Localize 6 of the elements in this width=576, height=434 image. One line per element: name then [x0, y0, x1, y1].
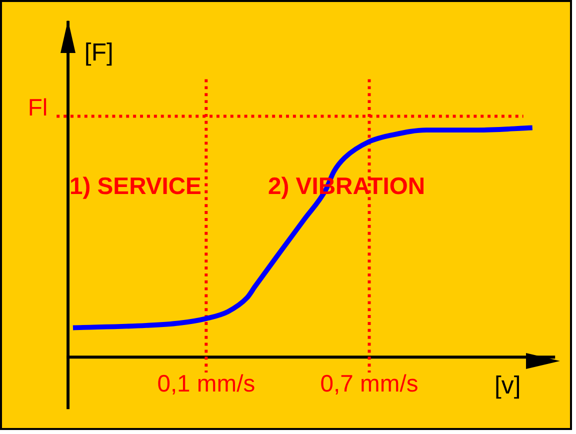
y-axis-title: [F] [84, 39, 114, 66]
x-axis-title: [v] [494, 372, 521, 400]
x-tick-label: 0,7 mm/s [320, 370, 418, 398]
annotation: 1) SERVICE [69, 173, 202, 200]
x-tick-label: 0,1 mm/s [157, 370, 256, 398]
ref-line-label: Fl [28, 94, 48, 122]
